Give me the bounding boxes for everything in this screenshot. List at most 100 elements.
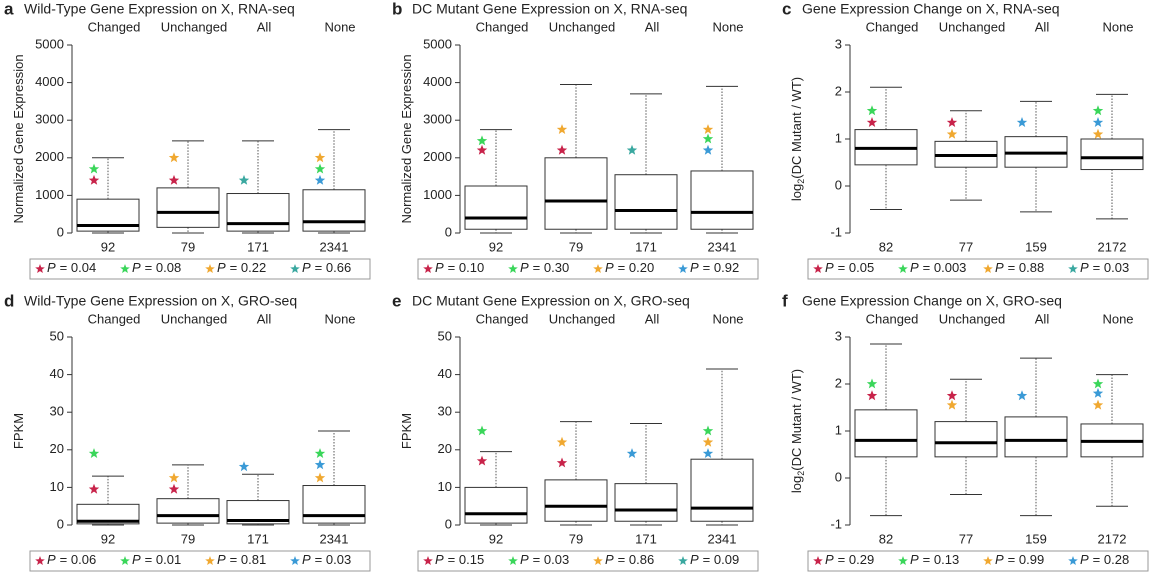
count-label: 82 [879, 239, 893, 254]
p-value: P = 0.30 [520, 260, 569, 275]
box [1080, 138, 1144, 171]
y-tick-label: 40 [50, 366, 64, 381]
y-tick-label: -1 [830, 224, 842, 239]
legend-star [898, 556, 908, 565]
p-value-text: = 0.003 [923, 260, 967, 275]
y-tick-label: 5000 [35, 36, 64, 51]
category-label: All [645, 311, 660, 326]
p-value-text: = 0.88 [1008, 260, 1045, 275]
category-label: None [324, 19, 355, 34]
count-label: 82 [879, 531, 893, 546]
count-label: 2341 [708, 531, 737, 546]
count-label: 92 [101, 239, 115, 254]
significance-star [476, 144, 488, 155]
category-label: All [257, 311, 272, 326]
significance-star [702, 436, 714, 447]
legend-star [205, 556, 215, 565]
legend-star [35, 264, 45, 273]
significance-star [702, 144, 714, 155]
p-value: P = 0.29 [825, 552, 874, 567]
p-value: P = 0.03 [1080, 260, 1129, 275]
p-value: P = 0.22 [217, 260, 266, 275]
p-value-text: = 0.13 [923, 552, 960, 567]
panel-title: Gene Expression Change on X, GRO-seq [802, 293, 1062, 309]
box [156, 498, 220, 524]
p-value-text: = 0.29 [838, 552, 875, 567]
category-label: None [324, 311, 355, 326]
significance-star [238, 174, 250, 185]
y-tick-label: 0 [835, 177, 842, 192]
count-label: 2172 [1098, 239, 1127, 254]
legend-star [813, 264, 823, 273]
p-symbol: P [825, 552, 834, 567]
y-tick-label: 5000 [423, 36, 452, 51]
significance-star [168, 472, 180, 483]
y-axis-label: Normalized Gene Expression [399, 54, 414, 223]
p-value-text: = 0.08 [145, 260, 182, 275]
p-value: P = 0.06 [47, 552, 96, 567]
p-symbol: P [995, 552, 1004, 567]
p-value: P = 0.81 [217, 552, 266, 567]
significance-star [1092, 378, 1104, 389]
count-label: 159 [1025, 531, 1047, 546]
count-label: 79 [569, 239, 583, 254]
test-legend-box [417, 258, 759, 280]
box [690, 458, 754, 522]
significance-star [314, 472, 326, 483]
box [76, 503, 140, 525]
y-tick-label: 1 [835, 422, 842, 437]
y-tick-label: 20 [438, 441, 452, 456]
y-axis-label-part: FPKM [399, 413, 414, 449]
y-axis-label: log2(DC Mutant / WT) [789, 369, 806, 493]
test-legend-box [29, 258, 371, 280]
significance-star [168, 152, 180, 163]
legend-star [423, 264, 433, 273]
significance-star [314, 174, 326, 185]
category-label: Unchanged [939, 19, 1006, 34]
significance-star [626, 448, 638, 458]
y-tick-label: 3000 [423, 112, 452, 127]
significance-star [946, 399, 958, 410]
y-axis-label: FPKM [399, 413, 414, 449]
category-label: None [1102, 19, 1133, 34]
p-value-text: = 0.03 [315, 552, 352, 567]
y-tick-label: 2000 [423, 149, 452, 164]
legend-star [1068, 264, 1078, 273]
y-tick-label: 30 [50, 404, 64, 419]
legend-star [1068, 556, 1078, 565]
box [690, 170, 754, 230]
test-legend-box [29, 550, 371, 572]
p-value: P = 0.01 [132, 552, 181, 567]
p-value-text: = 0.99 [1008, 552, 1045, 567]
box [302, 485, 366, 524]
significance-star [866, 117, 878, 127]
p-value-text: = 0.09 [703, 552, 740, 567]
y-tick-label: 2 [835, 83, 842, 98]
p-value: P = 0.86 [605, 552, 654, 567]
box [854, 409, 918, 458]
count-label: 79 [181, 239, 195, 254]
category-label: Changed [88, 311, 141, 326]
panel-letter: b [392, 0, 402, 18]
box [544, 479, 608, 522]
p-symbol: P [435, 552, 444, 567]
p-value: P = 0.92 [690, 260, 739, 275]
category-label: None [1102, 311, 1133, 326]
box [464, 185, 528, 230]
legend-star [423, 556, 433, 565]
significance-star [1092, 117, 1104, 127]
significance-star [866, 105, 878, 116]
significance-star [1092, 105, 1104, 116]
category-label: All [1035, 19, 1050, 34]
category-label: Changed [476, 19, 529, 34]
legend-star [898, 264, 908, 273]
legend-star [290, 556, 300, 565]
p-value: P = 0.88 [995, 260, 1044, 275]
y-tick-label: -1 [830, 516, 842, 531]
p-value-text: = 0.03 [1093, 260, 1130, 275]
legend-star [678, 264, 688, 273]
count-label: 92 [489, 239, 503, 254]
legend-star [593, 264, 603, 273]
p-value-text: = 0.30 [533, 260, 570, 275]
test-legend-box [807, 258, 1149, 280]
